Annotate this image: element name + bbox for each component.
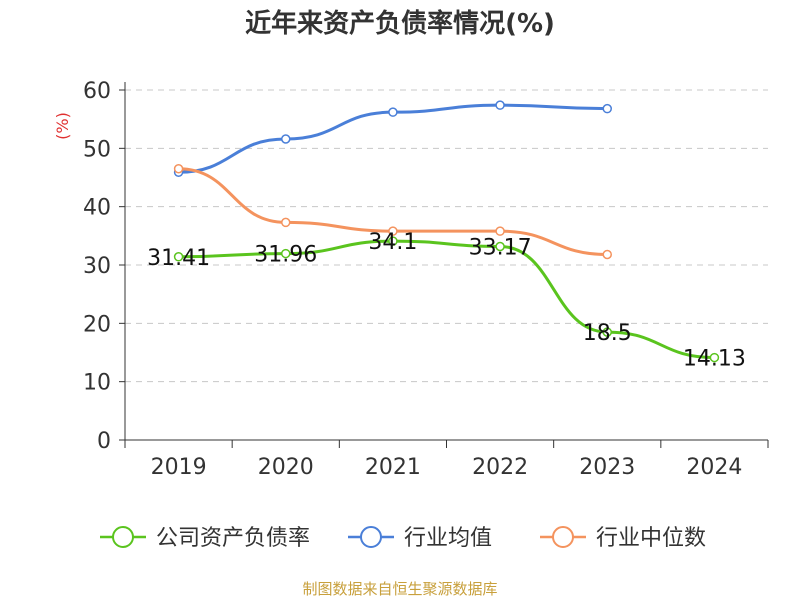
legend-label: 公司资产负债率 xyxy=(156,526,310,551)
data-point[interactable] xyxy=(495,100,505,110)
data-point[interactable] xyxy=(281,134,291,144)
legend-label: 行业中位数 xyxy=(596,526,706,551)
chart-title: 近年来资产负债率情况(%) xyxy=(245,8,555,39)
y-tick-label: 40 xyxy=(83,196,111,221)
y-tick-label: 30 xyxy=(83,254,111,279)
source-footer: 制图数据来自恒生聚源数据库 xyxy=(302,580,497,598)
y-tick-label: 20 xyxy=(83,312,111,337)
data-point[interactable] xyxy=(281,217,291,228)
data-point[interactable] xyxy=(388,226,398,236)
data-label: 31.96 xyxy=(254,243,317,268)
x-tick-label: 2020 xyxy=(258,455,314,480)
data-label: 31.41 xyxy=(147,246,210,271)
data-label: 18.5 xyxy=(583,321,632,346)
data-point[interactable] xyxy=(281,248,291,259)
y-axis-label: (%) xyxy=(53,112,72,140)
legend-item[interactable]: 行业中位数 xyxy=(540,526,706,551)
series-line xyxy=(178,239,715,360)
grid-lines xyxy=(125,89,768,383)
data-point[interactable] xyxy=(709,352,720,363)
data-point[interactable] xyxy=(173,164,184,174)
legend-marker xyxy=(552,526,574,548)
legend-marker xyxy=(112,526,134,548)
x-tick-label: 2021 xyxy=(365,455,421,480)
legend-item[interactable]: 行业均值 xyxy=(348,526,492,551)
series-1 xyxy=(173,100,612,177)
data-label: 33.17 xyxy=(469,236,532,261)
legend-marker xyxy=(360,526,382,548)
series-2 xyxy=(173,164,612,260)
data-label: 14.13 xyxy=(683,347,746,372)
data-label: 34.1 xyxy=(368,230,417,255)
data-point[interactable] xyxy=(495,226,505,236)
y-tick-label: 50 xyxy=(83,137,111,162)
series-group xyxy=(173,100,720,363)
y-tick-label: 0 xyxy=(97,429,111,454)
legend-item[interactable]: 公司资产负债率 xyxy=(100,526,310,551)
data-point[interactable] xyxy=(602,103,612,114)
data-point[interactable] xyxy=(388,107,398,117)
data-point[interactable] xyxy=(388,236,398,246)
axes: 0 10 20 30 40 50 60 2019 2020 2021 2022 2023 2024 xyxy=(83,79,769,480)
data-point[interactable] xyxy=(173,252,184,262)
legend[interactable]: 公司资产负债率 行业均值 行业中位数 xyxy=(100,526,706,551)
data-point[interactable] xyxy=(602,249,612,260)
data-point[interactable] xyxy=(495,241,505,252)
y-tick-label: 10 xyxy=(83,371,111,396)
x-tick-label: 2022 xyxy=(472,455,528,480)
data-point[interactable] xyxy=(602,327,612,337)
y-tick-label: 60 xyxy=(83,79,111,104)
x-tick-label: 2023 xyxy=(579,455,635,480)
x-tick-label: 2024 xyxy=(686,455,742,480)
data-labels: 31.41 31.96 34.1 33.17 18.5 14.13 xyxy=(147,230,746,371)
series-0 xyxy=(173,236,720,363)
legend-label: 行业均值 xyxy=(404,526,492,551)
x-tick-label: 2019 xyxy=(151,455,207,480)
